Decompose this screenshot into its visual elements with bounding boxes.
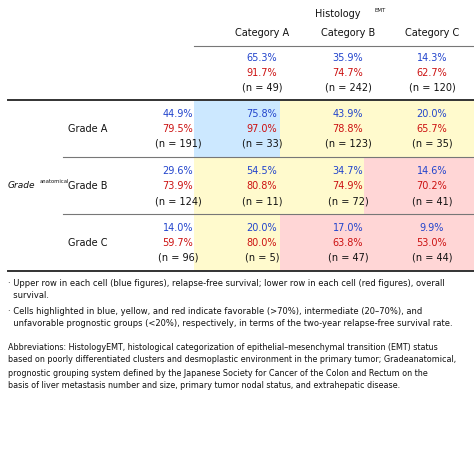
Text: 14.3%: 14.3% [417, 53, 447, 63]
Text: (n = 44): (n = 44) [412, 253, 452, 263]
Text: Grade B: Grade B [68, 181, 108, 191]
Text: 65.7%: 65.7% [417, 124, 447, 134]
Text: (n = 35): (n = 35) [412, 139, 452, 149]
Text: Grade C: Grade C [68, 238, 108, 248]
Text: 29.6%: 29.6% [163, 166, 193, 176]
Text: (n = 191): (n = 191) [155, 139, 201, 149]
Text: basis of liver metastasis number and size, primary tumor nodal status, and extra: basis of liver metastasis number and siz… [8, 381, 400, 390]
Text: 74.7%: 74.7% [333, 68, 364, 78]
Text: survival.: survival. [8, 291, 49, 300]
Bar [194, 157, 330, 214]
Text: 43.9%: 43.9% [333, 109, 363, 119]
Text: 53.0%: 53.0% [417, 238, 447, 248]
Bar [364, 157, 474, 214]
Text: based on poorly differentiated clusters and desmoplastic environment in the prim: based on poorly differentiated clusters … [8, 356, 456, 365]
Text: 62.7%: 62.7% [417, 68, 447, 78]
Text: 65.3%: 65.3% [246, 53, 277, 63]
Text: Histology: Histology [315, 9, 361, 19]
Text: 70.2%: 70.2% [417, 181, 447, 191]
Text: 17.0%: 17.0% [333, 223, 363, 233]
Text: (n = 124): (n = 124) [155, 196, 201, 206]
Text: (n = 33): (n = 33) [242, 139, 282, 149]
Text: Abbreviations: HistologyEMT, histological categorization of epithelial–mesenchym: Abbreviations: HistologyEMT, histologica… [8, 342, 438, 352]
Text: Grade: Grade [8, 181, 36, 190]
Text: (n = 5): (n = 5) [245, 253, 279, 263]
Text: unfavorable prognostic groups (<20%), respectively, in terms of the two-year rel: unfavorable prognostic groups (<20%), re… [8, 318, 453, 328]
Text: 75.8%: 75.8% [246, 109, 277, 119]
Bar [364, 214, 474, 271]
Bar [280, 214, 416, 271]
Text: (n = 72): (n = 72) [328, 196, 368, 206]
Text: 9.9%: 9.9% [420, 223, 444, 233]
Bar [194, 100, 330, 157]
Text: 34.7%: 34.7% [333, 166, 363, 176]
Text: 59.7%: 59.7% [163, 238, 193, 248]
Text: 73.9%: 73.9% [163, 181, 193, 191]
Text: (n = 47): (n = 47) [328, 253, 368, 263]
Text: (n = 123): (n = 123) [325, 139, 371, 149]
Text: 44.9%: 44.9% [163, 109, 193, 119]
Text: 91.7%: 91.7% [246, 68, 277, 78]
Text: 78.8%: 78.8% [333, 124, 363, 134]
Text: 20.0%: 20.0% [246, 223, 277, 233]
Text: 79.5%: 79.5% [163, 124, 193, 134]
Text: · Cells highlighted in blue, yellow, and red indicate favorable (>70%), intermed: · Cells highlighted in blue, yellow, and… [8, 307, 422, 315]
Text: (n = 41): (n = 41) [412, 196, 452, 206]
Text: prognostic grouping system defined by the Japanese Society for Cancer of the Col: prognostic grouping system defined by th… [8, 368, 428, 377]
Text: Grade A: Grade A [68, 124, 108, 134]
Text: · Upper row in each cell (blue figures), relapse-free survival; lower row in eac: · Upper row in each cell (blue figures),… [8, 280, 445, 289]
Text: 74.9%: 74.9% [333, 181, 363, 191]
Text: (n = 242): (n = 242) [325, 83, 372, 93]
Bar [280, 157, 416, 214]
Text: 97.0%: 97.0% [246, 124, 277, 134]
Bar [364, 100, 474, 157]
Text: 80.0%: 80.0% [247, 238, 277, 248]
Text: Category A: Category A [235, 28, 289, 38]
Text: 14.0%: 14.0% [163, 223, 193, 233]
Text: (n = 49): (n = 49) [242, 83, 282, 93]
Text: Category B: Category B [321, 28, 375, 38]
Text: 63.8%: 63.8% [333, 238, 363, 248]
Text: 14.6%: 14.6% [417, 166, 447, 176]
Text: (n = 11): (n = 11) [242, 196, 282, 206]
Text: (n = 96): (n = 96) [158, 253, 198, 263]
Bar [194, 214, 330, 271]
Text: 35.9%: 35.9% [333, 53, 363, 63]
Text: EMT: EMT [375, 8, 386, 13]
Text: Category C: Category C [405, 28, 459, 38]
Text: (n = 120): (n = 120) [409, 83, 456, 93]
Text: 54.5%: 54.5% [246, 166, 277, 176]
Text: anatomical: anatomical [40, 179, 70, 184]
Text: 20.0%: 20.0% [417, 109, 447, 119]
Bar [280, 100, 416, 157]
Text: 80.8%: 80.8% [247, 181, 277, 191]
